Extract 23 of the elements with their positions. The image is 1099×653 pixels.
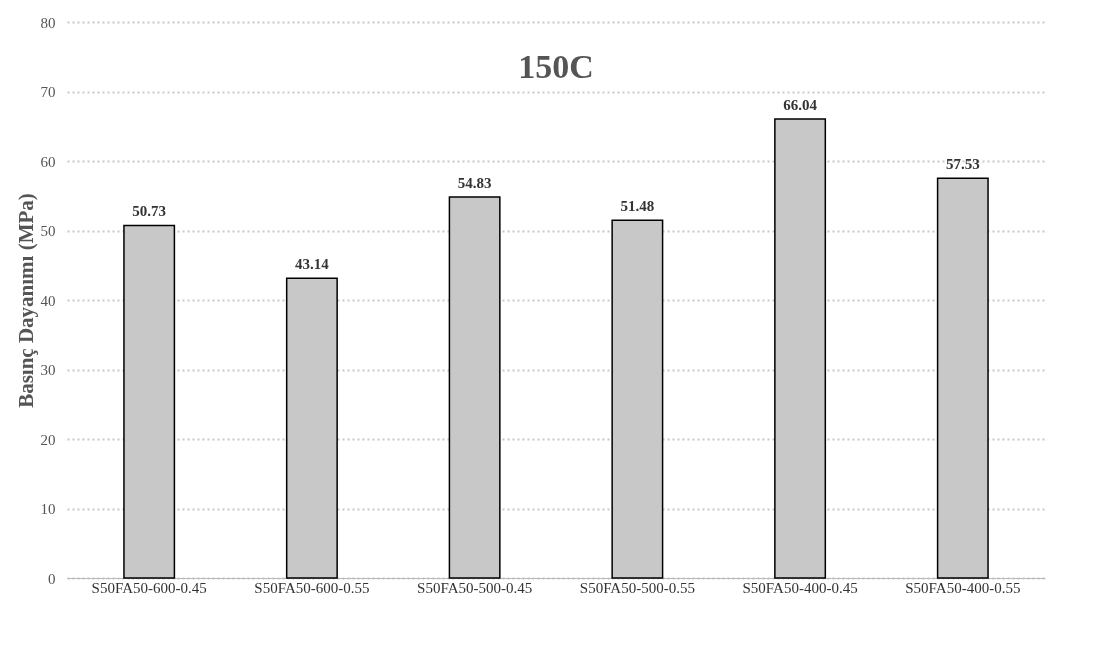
x-tick-label: S50FA50-400-0.45	[742, 579, 858, 596]
y-tick-label: 50	[40, 223, 56, 239]
x-tick-label: S50FA50-600-0.45	[91, 579, 207, 596]
y-tick-label: 30	[40, 362, 56, 378]
y-tick-label: 20	[40, 431, 56, 448]
data-label: 43.14	[295, 256, 330, 273]
data-label: 51.48	[620, 198, 655, 215]
data-label: 50.73	[132, 203, 167, 220]
text: 150C	[518, 48, 594, 85]
y-tick-label: 70	[40, 84, 56, 100]
data-label: 54.83	[457, 174, 492, 191]
data-label: 57.53	[945, 156, 980, 173]
y-axis-title: Basınç Dayanımı (MPa)	[13, 193, 38, 408]
x-tick-label: S50FA50-500-0.55	[579, 579, 695, 596]
x-tick-label: S50FA50-600-0.55	[254, 579, 370, 596]
y-tick-label: 40	[40, 292, 56, 309]
x-tick-label: S50FA50-400-0.55	[905, 579, 1021, 596]
y-tick-label: 0	[48, 570, 56, 587]
data-label: 66.04	[783, 97, 818, 114]
x-tick-label: S50FA50-500-0.45	[417, 579, 533, 596]
y-tick-label: 60	[40, 153, 56, 170]
y-tick-label: 10	[40, 501, 56, 517]
y-tick-label: 80	[40, 14, 56, 31]
